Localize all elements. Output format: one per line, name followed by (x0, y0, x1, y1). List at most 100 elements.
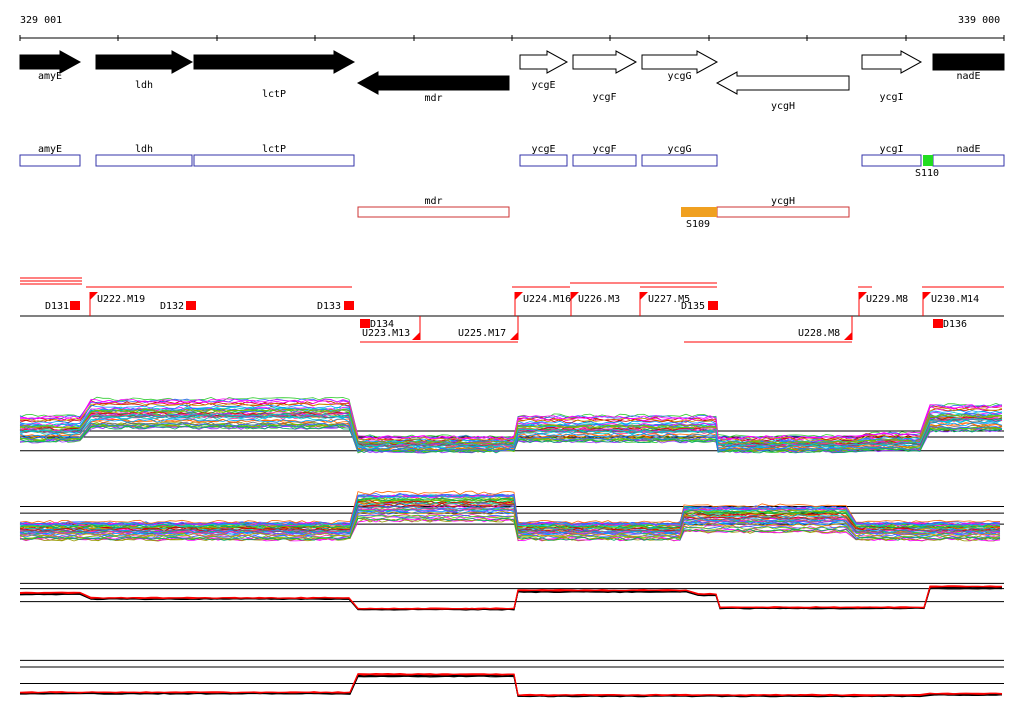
downshift-marker-D133 (344, 301, 354, 310)
downshift-marker-D132 (186, 301, 196, 310)
gene-label-ldh: ldh (135, 80, 153, 91)
feature-box-ycgE (519, 154, 568, 167)
feature-label-ycgI: ycgI (879, 144, 903, 155)
tss-label-U227.M5: U227.M5 (648, 294, 690, 305)
profile-trace (19, 398, 1003, 440)
ruler-end-label: 339 000 (958, 15, 1000, 26)
tss-label-U229.M8: U229.M8 (866, 294, 908, 305)
profile-trace (19, 504, 1001, 533)
profile-trace (19, 408, 1003, 445)
feature-box-ycgH (716, 206, 850, 218)
gene-label-nadE: nadE (956, 71, 980, 82)
tss-label-U222.M19: U222.M19 (97, 294, 145, 305)
profile-trace (19, 517, 1001, 542)
feature-label-S109: S109 (686, 219, 710, 230)
feature-label-ldh: ldh (135, 144, 153, 155)
expression-profiles (19, 396, 1004, 698)
coordinate-ruler: 329 001 339 000 (19, 15, 1005, 41)
downshift-marker-D135 (708, 301, 718, 310)
feature-box-mdr (357, 206, 510, 218)
tss-label-U225.M17: U225.M17 (458, 328, 506, 339)
gene-label-lctP: lctP (262, 89, 286, 100)
gene-label-mdr: mdr (424, 93, 442, 104)
downshift-label-D134: D134 (370, 319, 394, 330)
gene-label-ycgF: ycgF (592, 92, 616, 103)
feature-box-amyE (19, 154, 81, 167)
gene-arrow-ldh (95, 50, 194, 74)
tss-flag (510, 332, 518, 340)
gene-arrow-mdr (356, 71, 510, 95)
profile-trace (19, 585, 1002, 610)
downshift-label-D132: D132 (160, 301, 184, 312)
tss-flag (844, 332, 852, 340)
tss-flag (90, 292, 98, 300)
feature-box-nadE (932, 154, 1005, 167)
gene-arrow-ycgE (519, 50, 569, 74)
gene-arrow-amyE (19, 50, 82, 74)
feature-box-ycgG (641, 154, 718, 167)
downshift-label-D135: D135 (681, 301, 705, 312)
gene-arrow-ycgH (715, 71, 850, 95)
gene-arrow-nadE (932, 53, 1005, 71)
tss-label-U230.M14: U230.M14 (931, 294, 979, 305)
feature-track: amyE ldh lctP ycgE ycgF ycgG ycgI nadE mdr ycgH S1… (19, 144, 1005, 230)
tss-label-U226.M3: U226.M3 (578, 294, 620, 305)
feature-box-ycgI (861, 154, 922, 167)
tss-label-U228.M8: U228.M8 (798, 328, 840, 339)
gene-label-ycgH: ycgH (771, 101, 795, 112)
feature-box-ycgF (572, 154, 637, 167)
profile-trace (19, 398, 1003, 440)
feature-label-amyE: amyE (38, 144, 62, 155)
feature-label-ycgF: ycgF (592, 144, 616, 155)
downshift-label-D131: D131 (45, 301, 69, 312)
feature-label-ycgE: ycgE (531, 144, 555, 155)
profile-trace (19, 490, 1001, 524)
profile-trace (19, 401, 1003, 442)
feature-box-ldh (95, 154, 193, 167)
gene-track: amyE ldh lctP mdr ycgE ycgF ycgG ycgH ycgI nadE (19, 50, 1005, 112)
gene-arrow-ycgF (572, 50, 638, 74)
feature-label-S110: S110 (915, 168, 939, 179)
tss-flag (571, 292, 579, 300)
tss-flag (640, 292, 648, 300)
profile-trace (19, 493, 1001, 526)
tss-flag (859, 292, 867, 300)
gene-arrow-ycgI (861, 50, 923, 74)
profile-trace (19, 502, 1001, 532)
tss-flag (412, 332, 420, 340)
gene-label-amyE: amyE (38, 71, 62, 82)
profile-trace (19, 418, 1003, 450)
tss-flag (923, 292, 931, 300)
profile-trace (19, 422, 1003, 452)
tss-flag (515, 292, 523, 300)
feature-box-lctP (193, 154, 355, 167)
gene-label-ycgE: ycgE (531, 80, 555, 91)
feature-label-ycgG: ycgG (667, 144, 691, 155)
downshift-marker-D134 (360, 319, 370, 328)
tss-label-U223.M13: U223.M13 (362, 328, 410, 339)
profile-trace (19, 425, 1003, 454)
downshift-marker-D136 (933, 319, 943, 328)
feature-box-S110 (923, 155, 933, 166)
gene-arrow-ycgG (641, 50, 719, 74)
transcript-track: U222.M19 U224.M16 U226.M3 U227.M5 U229.M8 U23… (20, 277, 1004, 343)
gene-arrow-lctP (193, 50, 356, 74)
profile-trace (19, 495, 1001, 527)
profile-trace (19, 413, 1003, 448)
profile-trace (19, 492, 1001, 526)
gene-label-ycgI: ycgI (879, 92, 903, 103)
profile-trace (19, 517, 1001, 541)
downshift-label-D133: D133 (317, 301, 341, 312)
feature-label-lctP: lctP (262, 144, 286, 155)
downshift-label-D136: D136 (943, 319, 967, 330)
profile-trace (19, 672, 1003, 696)
downshift-marker-D131 (70, 301, 80, 310)
tss-label-U224.M16: U224.M16 (523, 294, 571, 305)
gene-label-ycgG: ycgG (667, 71, 691, 82)
feature-label-ycgH: ycgH (771, 196, 795, 207)
profile-trace (19, 510, 1001, 537)
feature-label-nadE: nadE (956, 144, 980, 155)
ruler-start-label: 329 001 (20, 15, 62, 26)
